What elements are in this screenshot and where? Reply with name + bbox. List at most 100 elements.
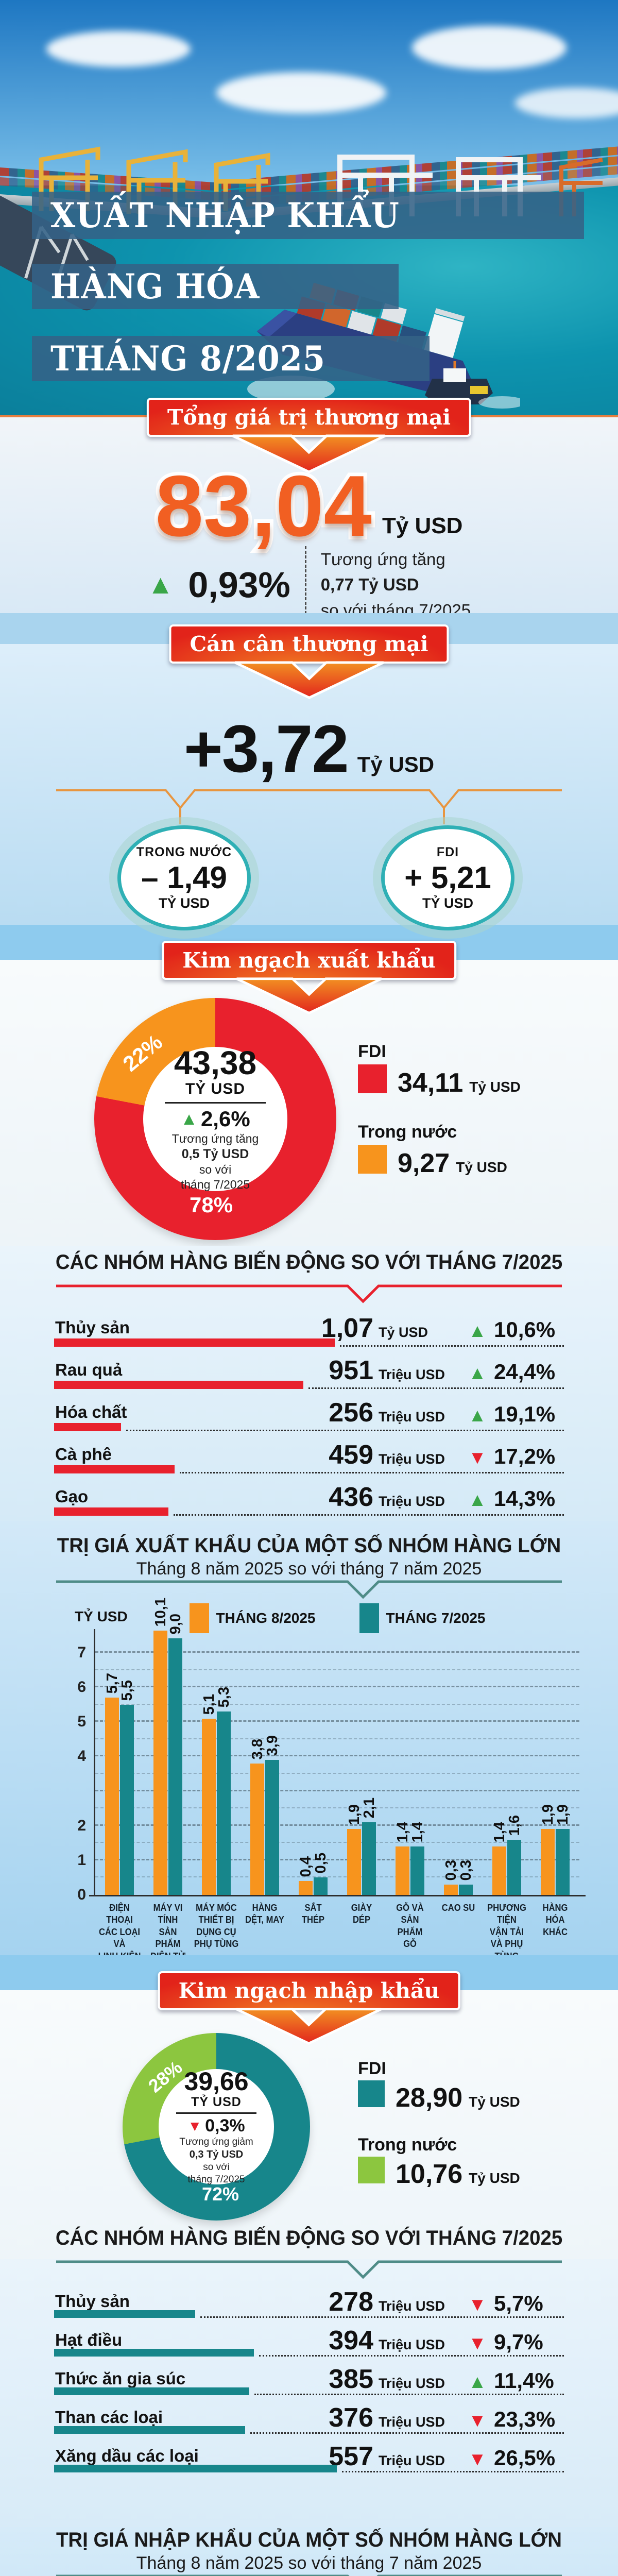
import-major-pct: 72% (202, 2183, 239, 2205)
x-axis-label: CAO SU (441, 1903, 475, 1913)
banner-arrow-icon (236, 977, 382, 1014)
dotted-leader (180, 1472, 564, 1473)
import-total-unit: TỶ USD (191, 2095, 242, 2110)
change-label: Xăng dầu các loại (55, 2446, 199, 2465)
change-label: Thủy sản (55, 2292, 130, 2311)
bar-THÁNG 7/2025 (556, 1829, 570, 1895)
bar-value-label: 2,1 (361, 1797, 377, 1818)
dotted-leader (340, 1345, 564, 1347)
import-change: ▼ 0,3% (187, 2116, 245, 2136)
export-note: 0,5 Tỷ USD (181, 1147, 249, 1162)
change-label: Hóa chất (55, 1402, 127, 1421)
dashed-divider (304, 546, 306, 623)
import-legend-domestic-swatch (358, 2157, 385, 2183)
gridline-minor (95, 1738, 579, 1739)
dotted-leader (200, 2316, 564, 2318)
change-label: Thức ăn gia súc (55, 2369, 186, 2388)
change-bar (54, 1423, 121, 1431)
change-value: 385 Triệu USD ▲ 11,4% (329, 2364, 554, 2394)
up-triangle-icon: ▲ (147, 570, 174, 600)
export-legend-domestic-label: Trong nước (358, 1122, 457, 1142)
hero-title-line-3: THÁNG 8/2025 (32, 336, 430, 381)
import-legend-fdi-swatch (358, 2080, 385, 2107)
bar-THÁNG 7/2025 (120, 1705, 134, 1895)
x-axis-label: HÀNG HÓA KHÁC (542, 1903, 568, 1937)
total-trade-change-notes: Tương ứng tăng 0,77 Tỷ USD so với tháng … (320, 549, 471, 620)
import-changes-list: Thủy sản 278 Triệu USD ▼ 5,7% Hạt điều 3… (54, 2287, 564, 2477)
fdi-label: FDI (436, 844, 459, 859)
export-legend-fdi-swatch (358, 1064, 387, 1093)
import-note: Tương ứng giảm (179, 2137, 253, 2148)
x-axis-label: HÀNG DỆT, MAY (245, 1903, 284, 1925)
export-note: Tương ứng tăng (171, 1132, 259, 1146)
legend-item-jul: THÁNG 7/2025 (359, 1603, 485, 1633)
x-axis-label: SẮT THÉP (301, 1903, 325, 1925)
up-triangle-icon: ▲ (468, 1489, 487, 1510)
gantry-cranes-icon (39, 146, 603, 216)
dotted-leader (254, 2394, 564, 2395)
gridline (95, 1858, 579, 1860)
total-trade-change-pct: 0,93% (188, 565, 290, 605)
change-value: 557 Triệu USD ▼ 26,5% (329, 2442, 556, 2471)
change-label: Gạo (55, 1487, 89, 1506)
section-banner-total-trade: Tổng giá trị thương mại (146, 398, 472, 475)
export-legend-domestic-value: 9,27 Tỷ USD (398, 1148, 507, 1178)
gridline (95, 1651, 579, 1653)
section-total-trade (0, 417, 618, 613)
gridline-minor (95, 1876, 579, 1878)
banner-label: Cán cân thương mại (169, 624, 449, 664)
bar-THÁNG 8/2025 (299, 1881, 313, 1895)
balance-domestic-circle: TRONG NƯỚC – 1,49 TỶ USD (117, 825, 251, 930)
change-label: Hạt điều (55, 2330, 123, 2349)
bar-THÁNG 7/2025 (217, 1711, 231, 1895)
export-major-pct: 78% (190, 1193, 233, 1217)
split-bracket (56, 789, 562, 824)
cloud-shape (515, 88, 618, 118)
import-note: 0,3 Tỷ USD (189, 2148, 244, 2160)
export-chart-ylabel: TỶ USD (75, 1608, 128, 1624)
hero-title-line-2: HÀNG HÓA (32, 264, 399, 309)
bar-THÁNG 7/2025 (362, 1822, 376, 1895)
total-trade-change: ▲ 0,93% Tương ứng tăng 0,77 Tỷ USD so vớ… (0, 546, 618, 623)
import-changes-title: CÁC NHÓM HÀNG BIẾN ĐỘNG SO VỚI THÁNG 7/2… (55, 2227, 563, 2249)
import-note: so với (203, 2161, 230, 2173)
bar-THÁNG 8/2025 (153, 1631, 167, 1895)
y-tick-label: 1 (77, 1851, 86, 1869)
export-donut-center: 43,38 TỶ USD ▲ 2,6% Tương ứng tăng 0,5 T… (143, 1044, 287, 1191)
bar-THÁNG 8/2025 (396, 1846, 409, 1895)
export-total-value: 43,38 (174, 1044, 257, 1082)
balance-unit: Tỷ USD (357, 752, 435, 776)
bar-value-label: 1,4 (409, 1821, 426, 1842)
gridline (95, 1686, 579, 1688)
bar-THÁNG 8/2025 (492, 1846, 506, 1895)
section-banner-trade-balance: Cán cân thương mại (169, 624, 449, 701)
y-tick-label: 5 (77, 1713, 86, 1731)
dotted-leader (126, 1430, 564, 1431)
cloud-shape (216, 72, 386, 113)
export-change: ▲ 2,6% (180, 1107, 250, 1131)
dotted-leader (259, 2355, 564, 2357)
section-banner-import: Kim ngạch nhập khẩu (158, 1971, 460, 2046)
banner-label: Kim ngạch xuất khẩu (162, 941, 456, 980)
fdi-value: + 5,21 (404, 860, 491, 895)
change-bar (54, 1465, 175, 1473)
domestic-value: – 1,49 (141, 860, 227, 895)
export-changes-list: Thủy sản 1,07 Tỷ USD ▲ 10,6% Rau quả 951… (54, 1313, 564, 1521)
balance-number: +3,72 (183, 711, 349, 786)
up-triangle-icon: ▲ (468, 1362, 487, 1383)
y-tick-label: 7 (77, 1644, 86, 1661)
bar-THÁNG 8/2025 (347, 1829, 361, 1895)
x-axis-label: GỖ VÀ SẢN PHẨM GỖ (396, 1903, 424, 1950)
import-legend-fdi-value: 28,90 Tỷ USD (396, 2083, 520, 2113)
cloud-shape (46, 31, 191, 67)
bar-value-label: 1,6 (506, 1815, 523, 1836)
change-bar (54, 1338, 335, 1347)
y-tick-label: 6 (77, 1679, 86, 1696)
gridline-minor (95, 1669, 579, 1670)
up-triangle-icon: ▲ (468, 2371, 487, 2392)
bar-THÁNG 7/2025 (168, 1638, 182, 1895)
legend-swatch-teal (359, 1603, 379, 1633)
bar-THÁNG 8/2025 (541, 1829, 555, 1895)
change-bar (54, 2426, 245, 2434)
